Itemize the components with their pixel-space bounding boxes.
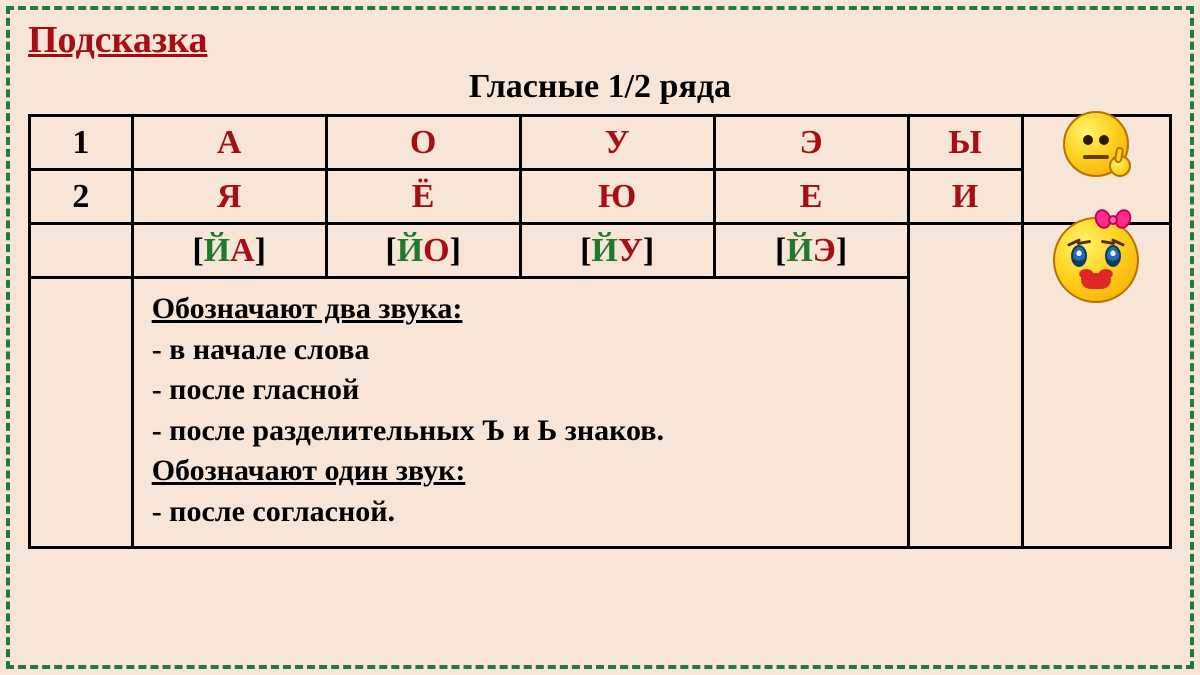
table-row-2: 2 Я Ё Ю Е И bbox=[30, 170, 1171, 224]
vowel-cell: И bbox=[908, 170, 1022, 224]
vowel-table: 1 А О У Э Ы bbox=[28, 114, 1172, 549]
rules-bullet: - в начале слова bbox=[152, 333, 370, 366]
table-row-phonetics: [ЙА] [ЙО] [ЙУ] [ЙЭ] bbox=[30, 224, 1171, 278]
phonetic-cell: [ЙА] bbox=[132, 224, 326, 278]
vowel-cell: Я bbox=[132, 170, 326, 224]
rules-bullet: - после гласной bbox=[152, 373, 360, 406]
emoji-cell-thinking bbox=[1022, 116, 1170, 224]
thinking-emoji-icon bbox=[1063, 111, 1129, 177]
vowel-cell: О bbox=[326, 116, 520, 170]
vowel-cell: Ё bbox=[326, 170, 520, 224]
rules-cell: Обозначают два звука: - в начале слова -… bbox=[132, 278, 908, 548]
rules-bullet: - после разделительных Ъ и Ь знаков. bbox=[152, 414, 664, 447]
girl-emoji-icon bbox=[1053, 217, 1139, 303]
row-label-1: 1 bbox=[30, 116, 133, 170]
rules-heading-1: Обозначают два звука: bbox=[152, 292, 463, 325]
emoji-cell-girl bbox=[1022, 224, 1170, 548]
vowel-cell: Ы bbox=[908, 116, 1022, 170]
vowel-table-wrap: 1 А О У Э Ы bbox=[28, 114, 1172, 549]
vowel-cell: Э bbox=[714, 116, 908, 170]
phonetic-cell: [ЙО] bbox=[326, 224, 520, 278]
empty-cell bbox=[30, 224, 133, 278]
empty-cell bbox=[30, 278, 133, 548]
rules-bullet: - после согласной. bbox=[152, 495, 395, 528]
rules-heading-2: Обозначают один звук: bbox=[152, 454, 466, 487]
hint-title: Подсказка bbox=[28, 18, 1172, 62]
row-label-2: 2 bbox=[30, 170, 133, 224]
vowel-cell: Е bbox=[714, 170, 908, 224]
vowel-cell: Ю bbox=[520, 170, 714, 224]
phonetic-cell: [ЙЭ] bbox=[714, 224, 908, 278]
phonetic-cell: [ЙУ] bbox=[520, 224, 714, 278]
vowel-cell: У bbox=[520, 116, 714, 170]
empty-right-cell bbox=[908, 224, 1022, 548]
table-subtitle: Гласные 1/2 ряда bbox=[28, 68, 1172, 106]
vowel-cell: А bbox=[132, 116, 326, 170]
table-row-1: 1 А О У Э Ы bbox=[30, 116, 1171, 170]
